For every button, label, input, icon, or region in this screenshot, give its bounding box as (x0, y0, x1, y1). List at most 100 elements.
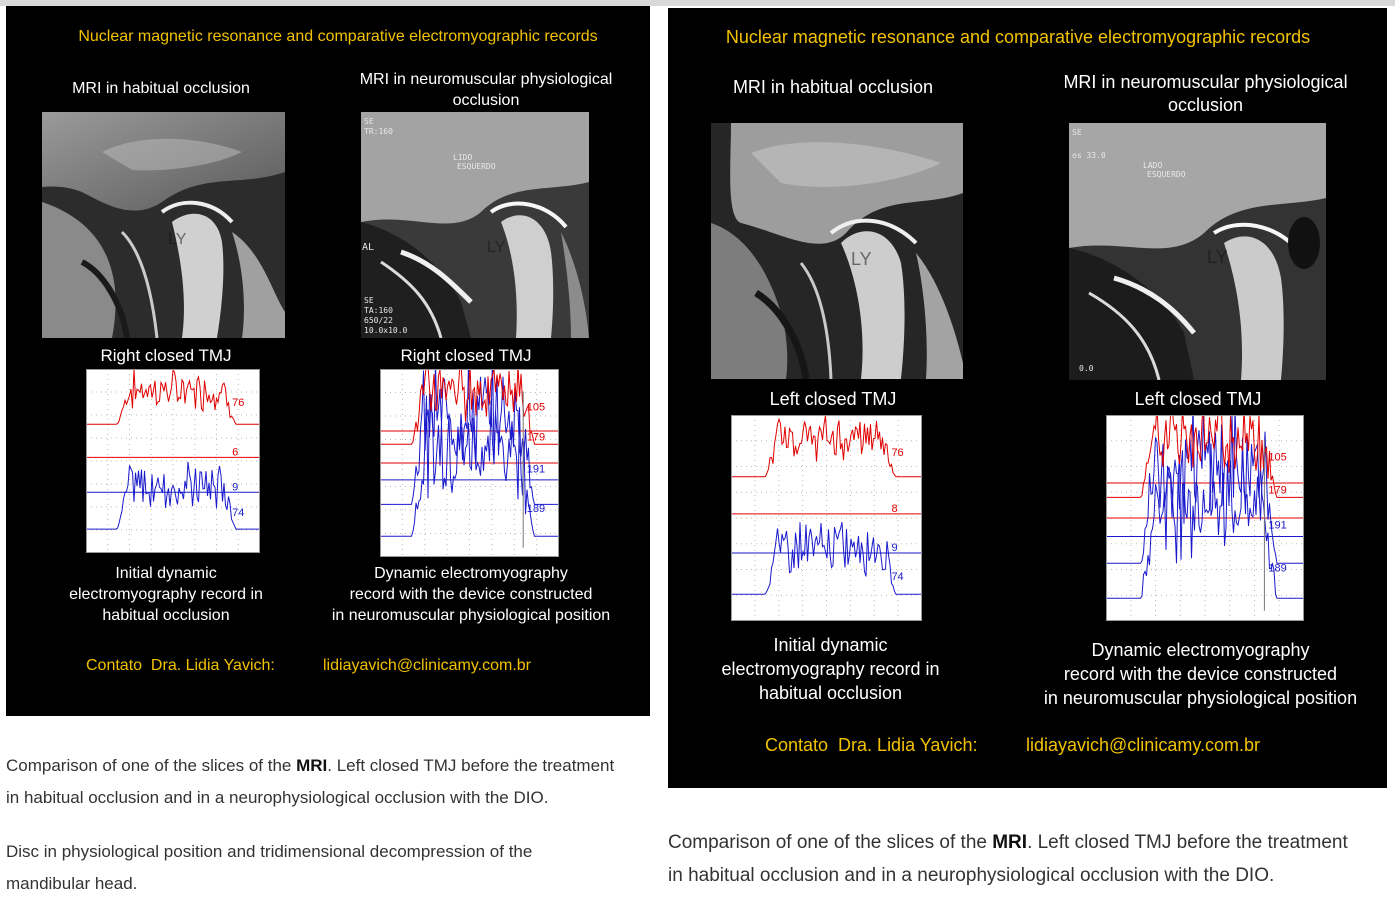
caption-dynamic-emg: Dynamic electromyography record with the… (306, 563, 636, 626)
tmj-label-neuromuscular: Left closed TMJ (1134, 389, 1262, 409)
emg-value-label: 179 (527, 431, 545, 443)
mri-overlay-text: ESQUERDO (1147, 170, 1186, 179)
caption-dynamic-emg: Dynamic electromyography record with the… (1018, 638, 1383, 710)
caption-text: . Left closed TMJ before the treatment (1027, 832, 1348, 853)
mri-overlay-text: SE (364, 296, 374, 305)
mri-overlay-text: LADO (1143, 161, 1162, 170)
tmj-label-habitual: Right closed TMJ (100, 346, 232, 365)
emg-trace-blue (86, 461, 260, 530)
caption-line: in neuromuscular physiological position (331, 607, 611, 624)
right-caption-paragraph: Comparison of one of the slices of the M… (668, 826, 1348, 892)
caption-bold-mri: MRI (992, 832, 1028, 853)
emg-trace-blue (380, 393, 559, 537)
emg-chart: 76 8 9 74 (731, 415, 922, 621)
left-figure-panel: Nuclear magnetic resonance and comparati… (6, 6, 650, 716)
emg-value-label: 74 (232, 507, 244, 519)
mri-neuromuscular-title-line2: occlusion (1167, 95, 1244, 115)
mri-image-neuromuscular-right: SE TR:160 LIDO ESQUERDO AL SE TA:160 650… (361, 112, 589, 338)
emg-record-habitual: 76 8 9 74 (731, 415, 922, 621)
emg-trace-blue (380, 369, 559, 505)
mri-habitual-title: MRI in habitual occlusion (72, 80, 250, 97)
emg-value-label: 191 (1268, 519, 1286, 531)
figure-title: Nuclear magnetic resonance and comparati… (725, 27, 1311, 47)
mri-overlay-text: os 33.0 (1072, 151, 1106, 160)
emg-chart: 105 179 191 189 (1106, 415, 1304, 621)
contact-email[interactable]: lidiayavich@clinicamy.com.br (1026, 735, 1260, 755)
emg-trace-red (731, 415, 922, 478)
mri-overlay-text: TR:160 (364, 127, 393, 136)
tmj-label-neuromuscular: Right closed TMJ (400, 346, 532, 365)
tmj-label-habitual: Left closed TMJ (769, 389, 897, 409)
caption-line: Initial dynamic (773, 635, 888, 655)
contact-label: Contato Dra. Lidia Yavich: (765, 735, 978, 755)
mri-neuromuscular-title-line1: MRI in neuromuscular physiological (359, 71, 613, 88)
caption-bold-mri: MRI (296, 756, 328, 775)
emg-value-label: 76 (232, 397, 244, 409)
right-figure-panel: Nuclear magnetic resonance and comparati… (668, 8, 1387, 788)
emg-record-neuromuscular: 105 179 191 189 (380, 369, 559, 557)
caption-line: electromyography record in (69, 586, 263, 603)
caption-line: Comparison of one of the slices of the M… (6, 750, 614, 782)
emg-frame (380, 369, 559, 557)
caption-text: Comparison of one of the slices of the (668, 832, 993, 853)
ly-marker-2: LY (487, 239, 506, 256)
mri-neuromuscular-title-line2: occlusion (452, 92, 520, 109)
emg-value-label: 105 (527, 401, 545, 413)
left-caption-paragraph-1: Comparison of one of the slices of the M… (6, 750, 614, 815)
mri-neuromuscular-title: MRI in neuromuscular physiological occlu… (336, 69, 636, 111)
caption-line: in neuromuscular physiological position (1043, 688, 1358, 708)
mri-image-neuromuscular-left: SE os 33.0 LADO ESQUERDO 0.0 LY (1069, 123, 1326, 380)
emg-frame (1106, 415, 1304, 621)
emg-value-label: 9 (891, 542, 897, 554)
caption-initial-emg: Initial dynamic electromyography record … (698, 633, 963, 705)
ly-marker-4: LY (1207, 247, 1228, 267)
emg-value-label: 74 (891, 571, 903, 583)
emg-value-label: 191 (527, 463, 545, 475)
emg-value-label: 179 (1268, 484, 1286, 496)
emg-value-label: 189 (527, 503, 545, 515)
mri-overlay-text: 0.0 (1079, 364, 1094, 373)
emg-value-label: 76 (891, 447, 903, 459)
emg-record-neuromuscular: 105 179 191 189 (1106, 415, 1304, 621)
mri-overlay-text: TA:160 (364, 306, 393, 315)
caption-line: in habitual occlusion and in a neurophys… (668, 865, 1275, 886)
caption-line: Dynamic electromyography (374, 565, 568, 582)
caption-line: Comparison of one of the slices of the M… (668, 826, 1348, 859)
caption-line: record with the device constructed (1063, 664, 1338, 684)
caption-line: Disc in physiological position and tridi… (6, 842, 533, 861)
mri-overlay-text: SE (364, 117, 374, 126)
top-divider (0, 0, 1395, 6)
emg-trace-blue (731, 521, 922, 595)
mri-overlay-text: AL (362, 242, 374, 253)
contact-label: Contato Dra. Lidia Yavich: (86, 657, 275, 674)
caption-line: in habitual occlusion and in a neurophys… (6, 788, 549, 808)
left-caption-paragraph-2: Disc in physiological position and tridi… (6, 836, 532, 901)
emg-trace-red (1106, 415, 1304, 498)
mri-neuromuscular-title-line1: MRI in neuromuscular physiological (1063, 72, 1348, 92)
caption-line: mandibular head. (6, 874, 138, 894)
caption-line: record with the device constructed (349, 586, 593, 603)
emg-trace-blue (1106, 437, 1304, 599)
mri-habitual-title: MRI in habitual occlusion (732, 77, 934, 97)
figure-title: Nuclear magnetic resonance and comparati… (78, 28, 598, 45)
emg-chart: 76 6 9 74 (86, 369, 260, 553)
emg-frame (731, 415, 922, 621)
emg-trace-red (86, 369, 260, 425)
caption-initial-emg: Initial dynamic electromyography record … (36, 563, 296, 626)
contact-email[interactable]: lidiayavich@clinicamy.com.br (323, 657, 531, 674)
caption-line: electromyography record in (721, 659, 940, 679)
emg-frame (86, 369, 260, 553)
caption-text: . Left closed TMJ before the treatment (327, 756, 615, 775)
caption-line: Dynamic electromyography (1091, 640, 1310, 660)
mri-overlay-text: 650/22 (364, 316, 393, 325)
caption-text: Comparison of one of the slices of the (6, 756, 297, 775)
emg-chart: 105 179 191 189 (380, 369, 559, 557)
mri-overlay-text: LIDO (453, 153, 472, 162)
mri-image-habitual-right: LY (42, 112, 285, 338)
caption-line: habitual occlusion (758, 683, 903, 703)
caption-line: Initial dynamic (115, 565, 217, 582)
ly-marker-1: LY (168, 231, 187, 248)
mri-neuromuscular-title: MRI in neuromuscular physiological occlu… (1038, 71, 1373, 117)
mri-overlay-text: SE (1072, 128, 1082, 137)
caption-line: habitual occlusion (102, 607, 230, 624)
